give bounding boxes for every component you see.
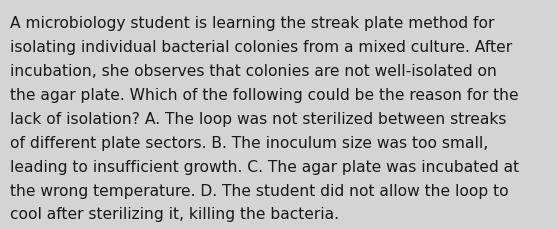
- Text: cool after sterilizing it, killing the bacteria.: cool after sterilizing it, killing the b…: [10, 207, 339, 221]
- Text: isolating individual bacterial colonies from a mixed culture. After: isolating individual bacterial colonies …: [10, 40, 512, 55]
- Text: of different plate sectors. B. The inoculum size was too small,: of different plate sectors. B. The inocu…: [10, 135, 488, 150]
- Text: the agar plate. Which of the following could be the reason for the: the agar plate. Which of the following c…: [10, 87, 519, 102]
- Text: the wrong temperature. D. The student did not allow the loop to: the wrong temperature. D. The student di…: [10, 183, 509, 198]
- Text: incubation, she observes that colonies are not well-isolated on: incubation, she observes that colonies a…: [10, 64, 497, 79]
- Text: lack of isolation? A. The loop was not sterilized between streaks: lack of isolation? A. The loop was not s…: [10, 111, 507, 126]
- Text: leading to insufficient growth. C. The agar plate was incubated at: leading to insufficient growth. C. The a…: [10, 159, 519, 174]
- Text: A microbiology student is learning the streak plate method for: A microbiology student is learning the s…: [10, 16, 494, 31]
